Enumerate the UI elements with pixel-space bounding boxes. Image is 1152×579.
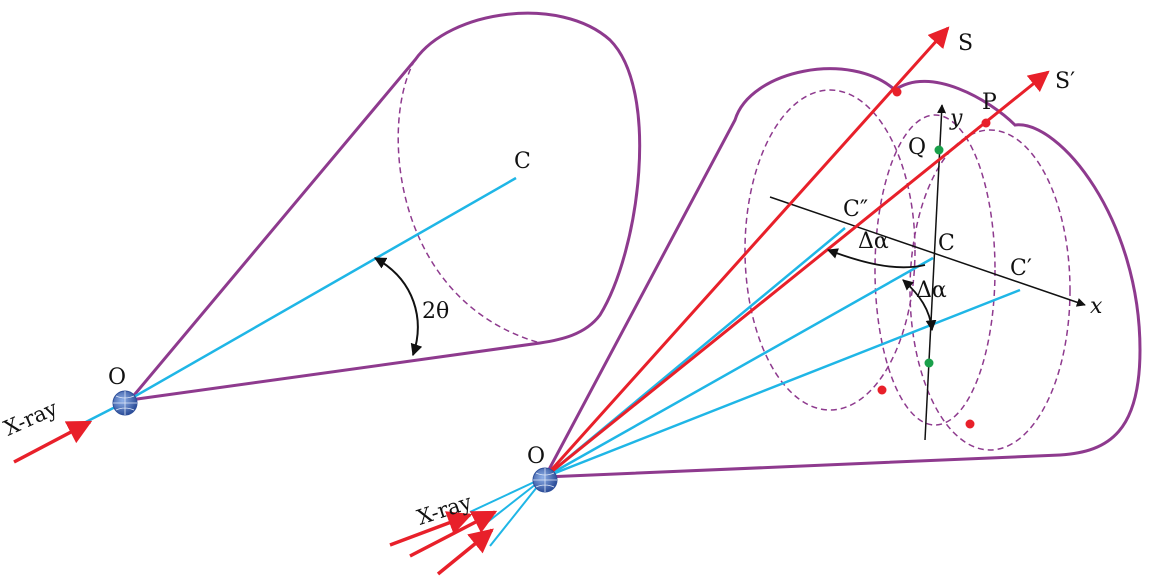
right-dashed-ellipse-left — [744, 89, 916, 411]
point-q-label: Q — [908, 135, 926, 160]
left-xray-label: X-ray — [0, 396, 61, 441]
left-figure: O C 2θ X-ray — [0, 11, 642, 464]
point-p-label: P — [982, 90, 997, 115]
right-x-axis — [769, 196, 1086, 307]
right-dashed-ellipse-middle — [874, 114, 996, 426]
point-lower-red-left — [877, 385, 887, 395]
left-center-label: C — [514, 149, 531, 174]
axis-y-label: y — [949, 106, 963, 131]
left-axis-line — [124, 176, 517, 404]
right-xray-arrow-3 — [436, 528, 494, 576]
center-c-label: C — [938, 231, 955, 256]
delta-alpha-label-1: Δα — [858, 229, 889, 254]
right-figure: O X-ray S S′ P Q y x C″ C C′ Δα Δα — [389, 26, 1142, 576]
delta-alpha-label-2: Δα — [916, 278, 947, 303]
right-dashed-ellipse-right — [909, 129, 1071, 451]
left-angle-arc — [373, 257, 423, 357]
left-origin-label: O — [108, 365, 126, 390]
right-ray-s — [543, 26, 950, 479]
center-c-prime-label: C′ — [1010, 256, 1032, 281]
left-angle-label: 2θ — [422, 299, 449, 324]
right-ray-s-prime — [544, 70, 1050, 479]
right-cone-outline — [543, 67, 1142, 479]
ray-s-label: S — [958, 31, 973, 56]
point-s-intersection — [892, 87, 902, 97]
point-q — [934, 145, 944, 155]
right-beam-c — [544, 256, 934, 479]
axis-x-label: x — [1090, 294, 1103, 319]
right-y-axis — [924, 104, 947, 441]
left-cone-outline — [128, 11, 642, 402]
ray-s-prime-label: S′ — [1055, 69, 1075, 94]
left-xray-arrow — [13, 420, 93, 464]
point-p — [981, 118, 991, 128]
right-origin-label: O — [527, 444, 545, 469]
point-lower-green — [924, 358, 934, 368]
center-c-double-prime-label: C″ — [843, 197, 868, 222]
right-xray-arrow-2 — [409, 510, 498, 558]
right-xray-arrow-1 — [389, 511, 473, 547]
left-cone-dashed-base — [397, 59, 541, 344]
right-beam-c-prime — [544, 288, 1021, 479]
right-delta-alpha-arc-2 — [902, 279, 937, 332]
point-lower-red-right — [965, 419, 975, 429]
right-delta-alpha-arc-1 — [826, 248, 926, 269]
